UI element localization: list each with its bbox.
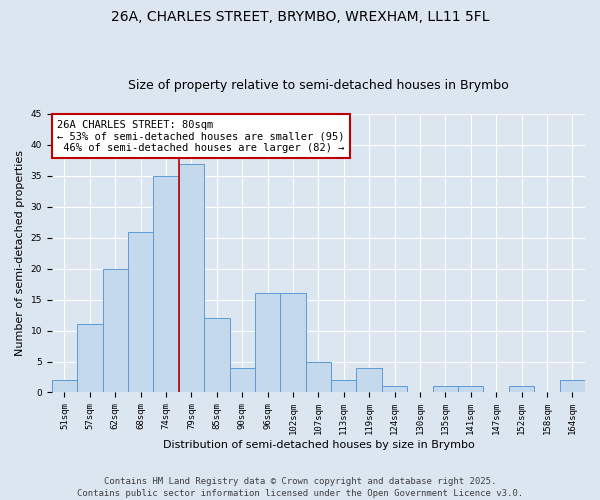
Bar	[52, 380, 77, 392]
Bar	[509, 386, 534, 392]
Text: 26A, CHARLES STREET, BRYMBO, WREXHAM, LL11 5FL: 26A, CHARLES STREET, BRYMBO, WREXHAM, LL…	[111, 10, 489, 24]
Bar	[154, 176, 179, 392]
Bar	[433, 386, 458, 392]
Bar	[458, 386, 484, 392]
Bar	[560, 380, 585, 392]
Bar	[128, 232, 154, 392]
Bar	[255, 294, 280, 392]
Bar	[305, 362, 331, 392]
Bar	[382, 386, 407, 392]
Bar	[103, 268, 128, 392]
Bar	[331, 380, 356, 392]
Y-axis label: Number of semi-detached properties: Number of semi-detached properties	[15, 150, 25, 356]
Text: 26A CHARLES STREET: 80sqm
← 53% of semi-detached houses are smaller (95)
 46% of: 26A CHARLES STREET: 80sqm ← 53% of semi-…	[57, 120, 344, 153]
Bar	[204, 318, 230, 392]
Text: Contains HM Land Registry data © Crown copyright and database right 2025.
Contai: Contains HM Land Registry data © Crown c…	[77, 476, 523, 498]
Bar	[77, 324, 103, 392]
Title: Size of property relative to semi-detached houses in Brymbo: Size of property relative to semi-detach…	[128, 79, 509, 92]
Bar	[280, 294, 305, 392]
X-axis label: Distribution of semi-detached houses by size in Brymbo: Distribution of semi-detached houses by …	[163, 440, 474, 450]
Bar	[179, 164, 204, 392]
Bar	[230, 368, 255, 392]
Bar	[356, 368, 382, 392]
